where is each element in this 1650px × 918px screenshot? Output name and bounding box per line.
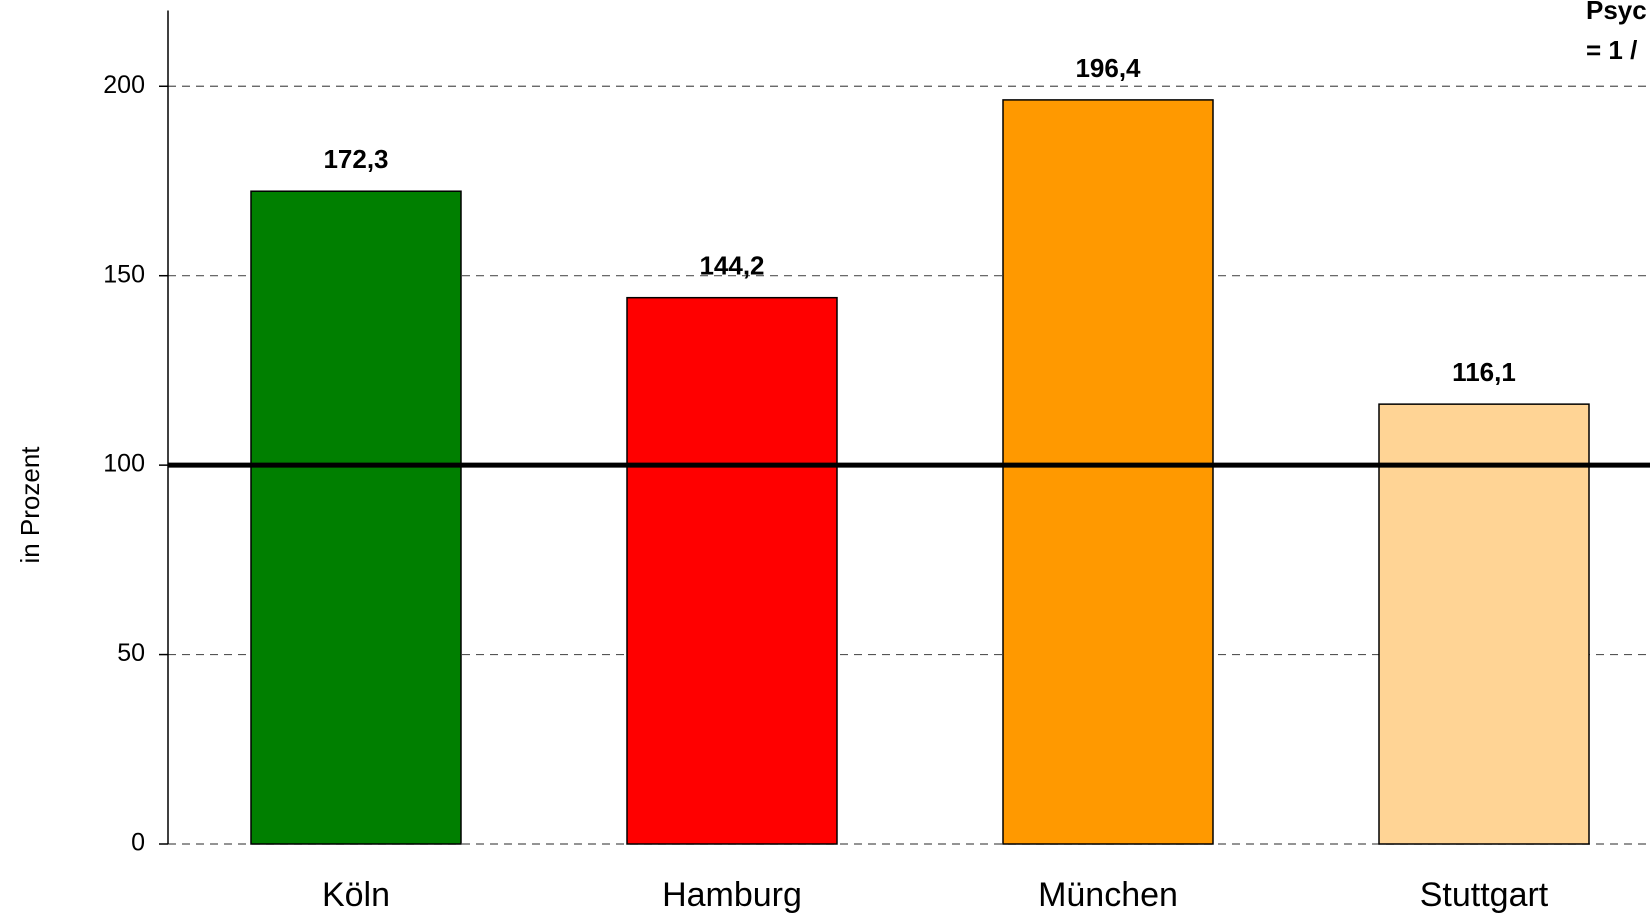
annotation: = 1 /: [1586, 35, 1637, 65]
x-tick-label: Köln: [322, 876, 390, 914]
y-tick-label: 0: [131, 829, 145, 857]
value-label: 172,3: [323, 144, 388, 174]
annotation: Psyc: [1586, 0, 1647, 25]
y-tick-label: 200: [103, 71, 145, 99]
value-label: 144,2: [699, 251, 764, 281]
value-label: 196,4: [1075, 53, 1141, 83]
value-label: 116,1: [1452, 357, 1516, 387]
x-tick-label: Hamburg: [662, 876, 802, 914]
y-tick-label: 100: [103, 450, 145, 478]
bar: [626, 296, 838, 845]
bar: [1378, 403, 1590, 845]
x-tick-label: München: [1038, 876, 1178, 914]
bar: [250, 190, 462, 845]
y-tick-label: 50: [117, 639, 145, 667]
bar: [1002, 99, 1214, 845]
x-tick-label: Stuttgart: [1420, 876, 1549, 914]
y-tick-label: 150: [103, 260, 145, 288]
y-axis-label: in Prozent: [15, 446, 45, 564]
